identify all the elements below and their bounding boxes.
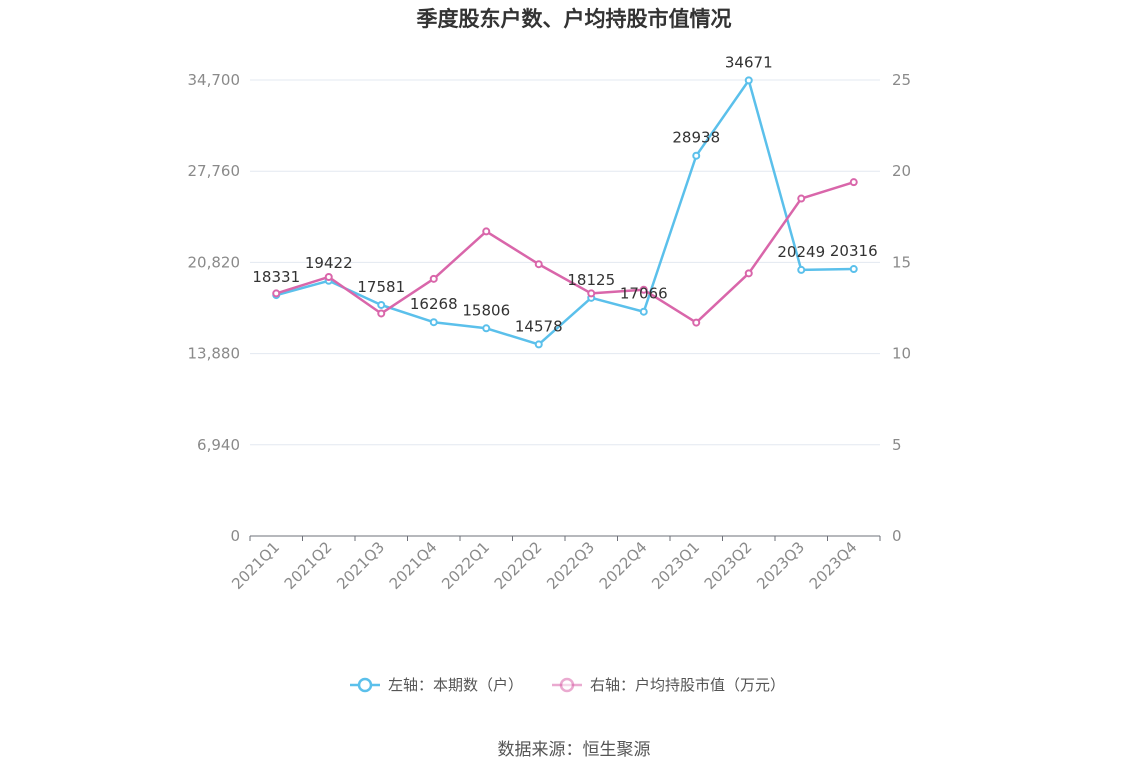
y-left-tick-label: 0 [230, 527, 240, 545]
x-tick-label: 2023Q3 [753, 538, 808, 593]
y-right-tick-label: 5 [892, 436, 902, 454]
data-label: 16268 [410, 295, 458, 313]
y-left-tick-label: 20,820 [188, 253, 241, 271]
series-2-point [587, 289, 596, 298]
legend-marker [559, 677, 575, 693]
series-1-point [797, 265, 806, 274]
series-1-point [377, 300, 386, 309]
data-label: 28938 [672, 129, 720, 147]
series-2-point [534, 260, 543, 269]
y-right-tick-label: 10 [892, 345, 911, 363]
legend-label: 右轴：户均持股市值（万元） [590, 676, 785, 694]
chart-title: 季度股东户数、户均持股市值情况 [417, 7, 732, 31]
series-1-point [849, 265, 858, 274]
series-2-point [849, 178, 858, 187]
data-label: 20316 [830, 242, 878, 260]
legend[interactable]: 左轴：本期数（户） 右轴：户均持股市值（万元） [350, 676, 785, 694]
x-tick-label: 2022Q3 [543, 538, 598, 593]
data-label: 18125 [567, 271, 615, 289]
series-2-point [639, 285, 648, 294]
y-right-tick-label: 20 [892, 162, 911, 180]
data-label: 15806 [462, 301, 510, 319]
source-note: 数据来源：恒生聚源 [498, 740, 651, 760]
series-2-point [272, 289, 281, 298]
data-label: 20249 [777, 243, 825, 261]
series-2-point [744, 269, 753, 278]
y-left-tick-label: 6,940 [197, 436, 240, 454]
series-2-point [692, 318, 701, 327]
x-tick-label: 2023Q4 [806, 538, 861, 593]
legend-label: 左轴：本期数（户） [388, 676, 523, 694]
x-tick-label: 2022Q4 [596, 538, 651, 593]
series-2-point [429, 274, 438, 283]
x-tick-label: 2021Q1 [228, 538, 283, 593]
legend-marker [357, 677, 373, 693]
y-right-tick-label: 15 [892, 253, 911, 271]
series-line-1 [275, 79, 854, 346]
y-right-tick-label: 25 [892, 71, 911, 89]
y-left-tick-label: 13,880 [188, 345, 241, 363]
y-left-tick-label: 34,700 [188, 71, 241, 89]
data-label: 34671 [725, 53, 773, 71]
x-tick-label: 2021Q3 [333, 538, 388, 593]
y-right-tick-label: 0 [892, 527, 902, 545]
data-label: 19422 [305, 254, 353, 272]
series-2-point [324, 272, 333, 281]
data-label: 17581 [357, 278, 405, 296]
series-1-point [639, 307, 648, 316]
x-tick-label: 2022Q2 [491, 538, 546, 593]
data-label: 14578 [515, 317, 563, 335]
series-2-point [797, 194, 806, 203]
x-tick-label: 2023Q2 [701, 538, 756, 593]
series-2-point [377, 309, 386, 318]
x-tick-label: 2022Q1 [438, 538, 493, 593]
series-1-point [429, 318, 438, 327]
data-label: 17066 [620, 285, 668, 303]
legend-item-2[interactable]: 右轴：户均持股市值（万元） [552, 676, 785, 694]
series-2-point [482, 227, 491, 236]
x-tick-label: 2021Q2 [281, 538, 336, 593]
series-layer [272, 76, 858, 349]
series-1-point [482, 324, 491, 333]
x-tick-label: 2023Q1 [648, 538, 703, 593]
legend-item-1[interactable]: 左轴：本期数（户） [350, 676, 523, 694]
series-1-point [744, 76, 753, 85]
x-tick-label: 2021Q4 [386, 538, 441, 593]
data-label: 18331 [252, 268, 300, 286]
series-line-2 [275, 180, 855, 324]
y-left-tick-label: 27,760 [188, 162, 241, 180]
series-1-point [692, 151, 701, 160]
series-1-point [534, 340, 543, 349]
